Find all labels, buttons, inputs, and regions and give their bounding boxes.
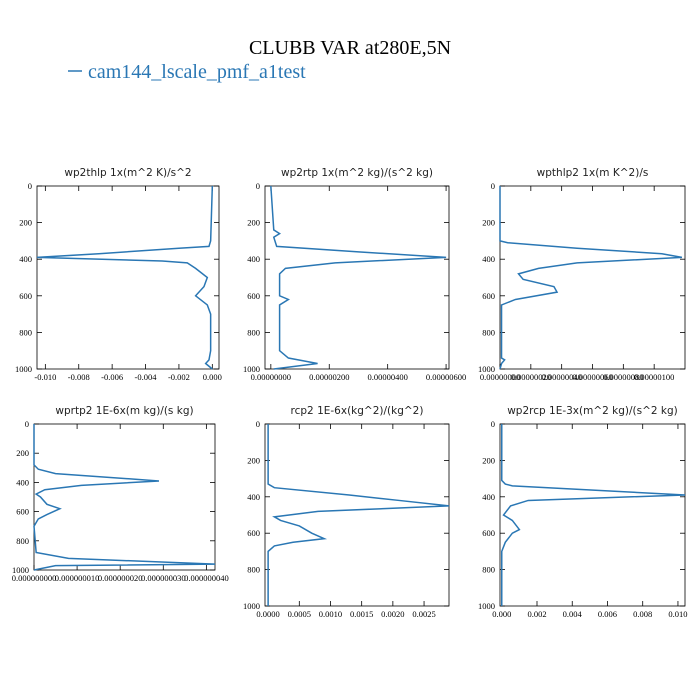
y-tick-label: 400 <box>482 492 495 502</box>
x-tick-label: 0.000000030 <box>141 573 186 583</box>
x-tick-label: 0.000000000 <box>12 573 57 583</box>
x-tick-label: 0.000000010 <box>55 573 100 583</box>
y-tick-label: 0 <box>491 181 495 191</box>
profile-line <box>267 424 450 606</box>
y-tick-label: 800 <box>482 565 495 575</box>
x-tick-label: 0.0020 <box>381 609 404 619</box>
x-tick-label: 0.00000100 <box>634 372 674 382</box>
x-tick-label: -0.006 <box>101 372 123 382</box>
x-tick-label: -0.004 <box>135 372 158 382</box>
x-tick-label: 0.008 <box>633 609 652 619</box>
legend-label: cam144_lscale_pmf_a1test <box>88 61 306 83</box>
y-tick-label: 1000 <box>478 364 495 374</box>
profile-line <box>36 185 214 370</box>
y-tick-label: 800 <box>247 327 260 337</box>
plot-frame <box>36 185 220 370</box>
x-tick-label: -0.008 <box>68 372 90 382</box>
y-tick-label: 1000 <box>15 364 32 374</box>
x-tick-label: 0.010 <box>668 609 687 619</box>
x-tick-label: 0.00000000 <box>251 372 291 382</box>
y-tick-label: 800 <box>247 565 260 575</box>
x-tick-label: 0.0015 <box>350 609 373 619</box>
x-tick-label: 0.00000600 <box>426 372 466 382</box>
y-tick-label: 600 <box>247 528 260 538</box>
x-tick-label: 0.00000200 <box>309 372 349 382</box>
panel-title: rcp2 1E-6x(kg^2)/(kg^2) <box>291 405 424 417</box>
y-tick-label: 1000 <box>12 565 29 575</box>
y-tick-label: 400 <box>19 254 32 264</box>
x-tick-label: -0.010 <box>34 372 56 382</box>
x-tick-label: 0.000000020 <box>98 573 143 583</box>
x-tick-label: 0.0025 <box>412 609 435 619</box>
x-tick-label: 0.004 <box>563 609 583 619</box>
x-tick-label: 0.000 <box>492 609 511 619</box>
plot-frame <box>499 185 686 370</box>
y-tick-label: 0 <box>256 181 260 191</box>
x-tick-label: 0.0010 <box>319 609 342 619</box>
x-tick-label: 0.0005 <box>288 609 311 619</box>
y-tick-label: 600 <box>482 528 495 538</box>
y-tick-label: 0 <box>256 419 260 429</box>
profile-line <box>270 185 447 370</box>
x-tick-label: 0.0000 <box>256 609 279 619</box>
x-tick-label: 0.006 <box>598 609 617 619</box>
plot-frame <box>264 185 450 370</box>
y-tick-label: 800 <box>482 327 495 337</box>
plot-frame <box>499 423 686 607</box>
x-tick-label: 0.00000040 <box>541 372 581 382</box>
y-tick-label: 1000 <box>243 601 260 611</box>
y-tick-label: 0 <box>25 419 29 429</box>
y-tick-label: 600 <box>19 291 32 301</box>
x-tick-label: 0.00000060 <box>572 372 612 382</box>
y-tick-label: 600 <box>482 291 495 301</box>
panel-title: wp2thlp 1x(m^2 K)/s^2 <box>64 167 191 179</box>
panel-title: wp2rcp 1E-3x(m^2 kg)/(s^2 kg) <box>507 405 678 417</box>
y-tick-label: 200 <box>16 448 29 458</box>
figure-title: CLUBB VAR at280E,5N <box>249 37 451 59</box>
y-tick-label: 800 <box>16 536 29 546</box>
x-tick-label: 0.000000040 <box>184 573 229 583</box>
y-tick-label: 1000 <box>243 364 260 374</box>
x-tick-label: 0.00000000 <box>480 372 520 382</box>
x-tick-label: 0.00000400 <box>367 372 407 382</box>
y-tick-label: 200 <box>482 455 495 465</box>
profile-line <box>499 186 683 370</box>
x-tick-label: -0.002 <box>168 372 190 382</box>
panel-title: wprtp2 1E-6x(m kg)/(s kg) <box>55 405 193 417</box>
x-tick-label: 0.00000080 <box>603 372 643 382</box>
panel-title: wp2rtp 1x(m^2 kg)/(s^2 kg) <box>281 167 433 179</box>
plot-frame <box>264 423 450 607</box>
y-tick-label: 200 <box>19 218 32 228</box>
x-tick-label: 0.000 <box>203 372 222 382</box>
profile-line <box>33 424 216 571</box>
y-tick-label: 800 <box>19 327 32 337</box>
y-tick-label: 1000 <box>478 601 495 611</box>
y-tick-label: 200 <box>247 455 260 465</box>
y-tick-label: 200 <box>247 218 260 228</box>
y-tick-label: 400 <box>16 477 29 487</box>
y-tick-label: 600 <box>247 291 260 301</box>
y-tick-label: 0 <box>491 419 495 429</box>
panel-title: wpthlp2 1x(m K^2)/s <box>537 167 649 179</box>
plot-frame <box>33 423 216 571</box>
x-tick-label: 0.002 <box>527 609 546 619</box>
y-tick-label: 400 <box>247 492 260 502</box>
profile-line <box>501 424 686 606</box>
y-tick-label: 600 <box>16 507 29 517</box>
x-tick-label: 0.00000020 <box>511 372 551 382</box>
y-tick-label: 400 <box>482 254 495 264</box>
y-tick-label: 400 <box>247 254 260 264</box>
y-tick-label: 0 <box>28 181 32 191</box>
y-tick-label: 200 <box>482 218 495 228</box>
